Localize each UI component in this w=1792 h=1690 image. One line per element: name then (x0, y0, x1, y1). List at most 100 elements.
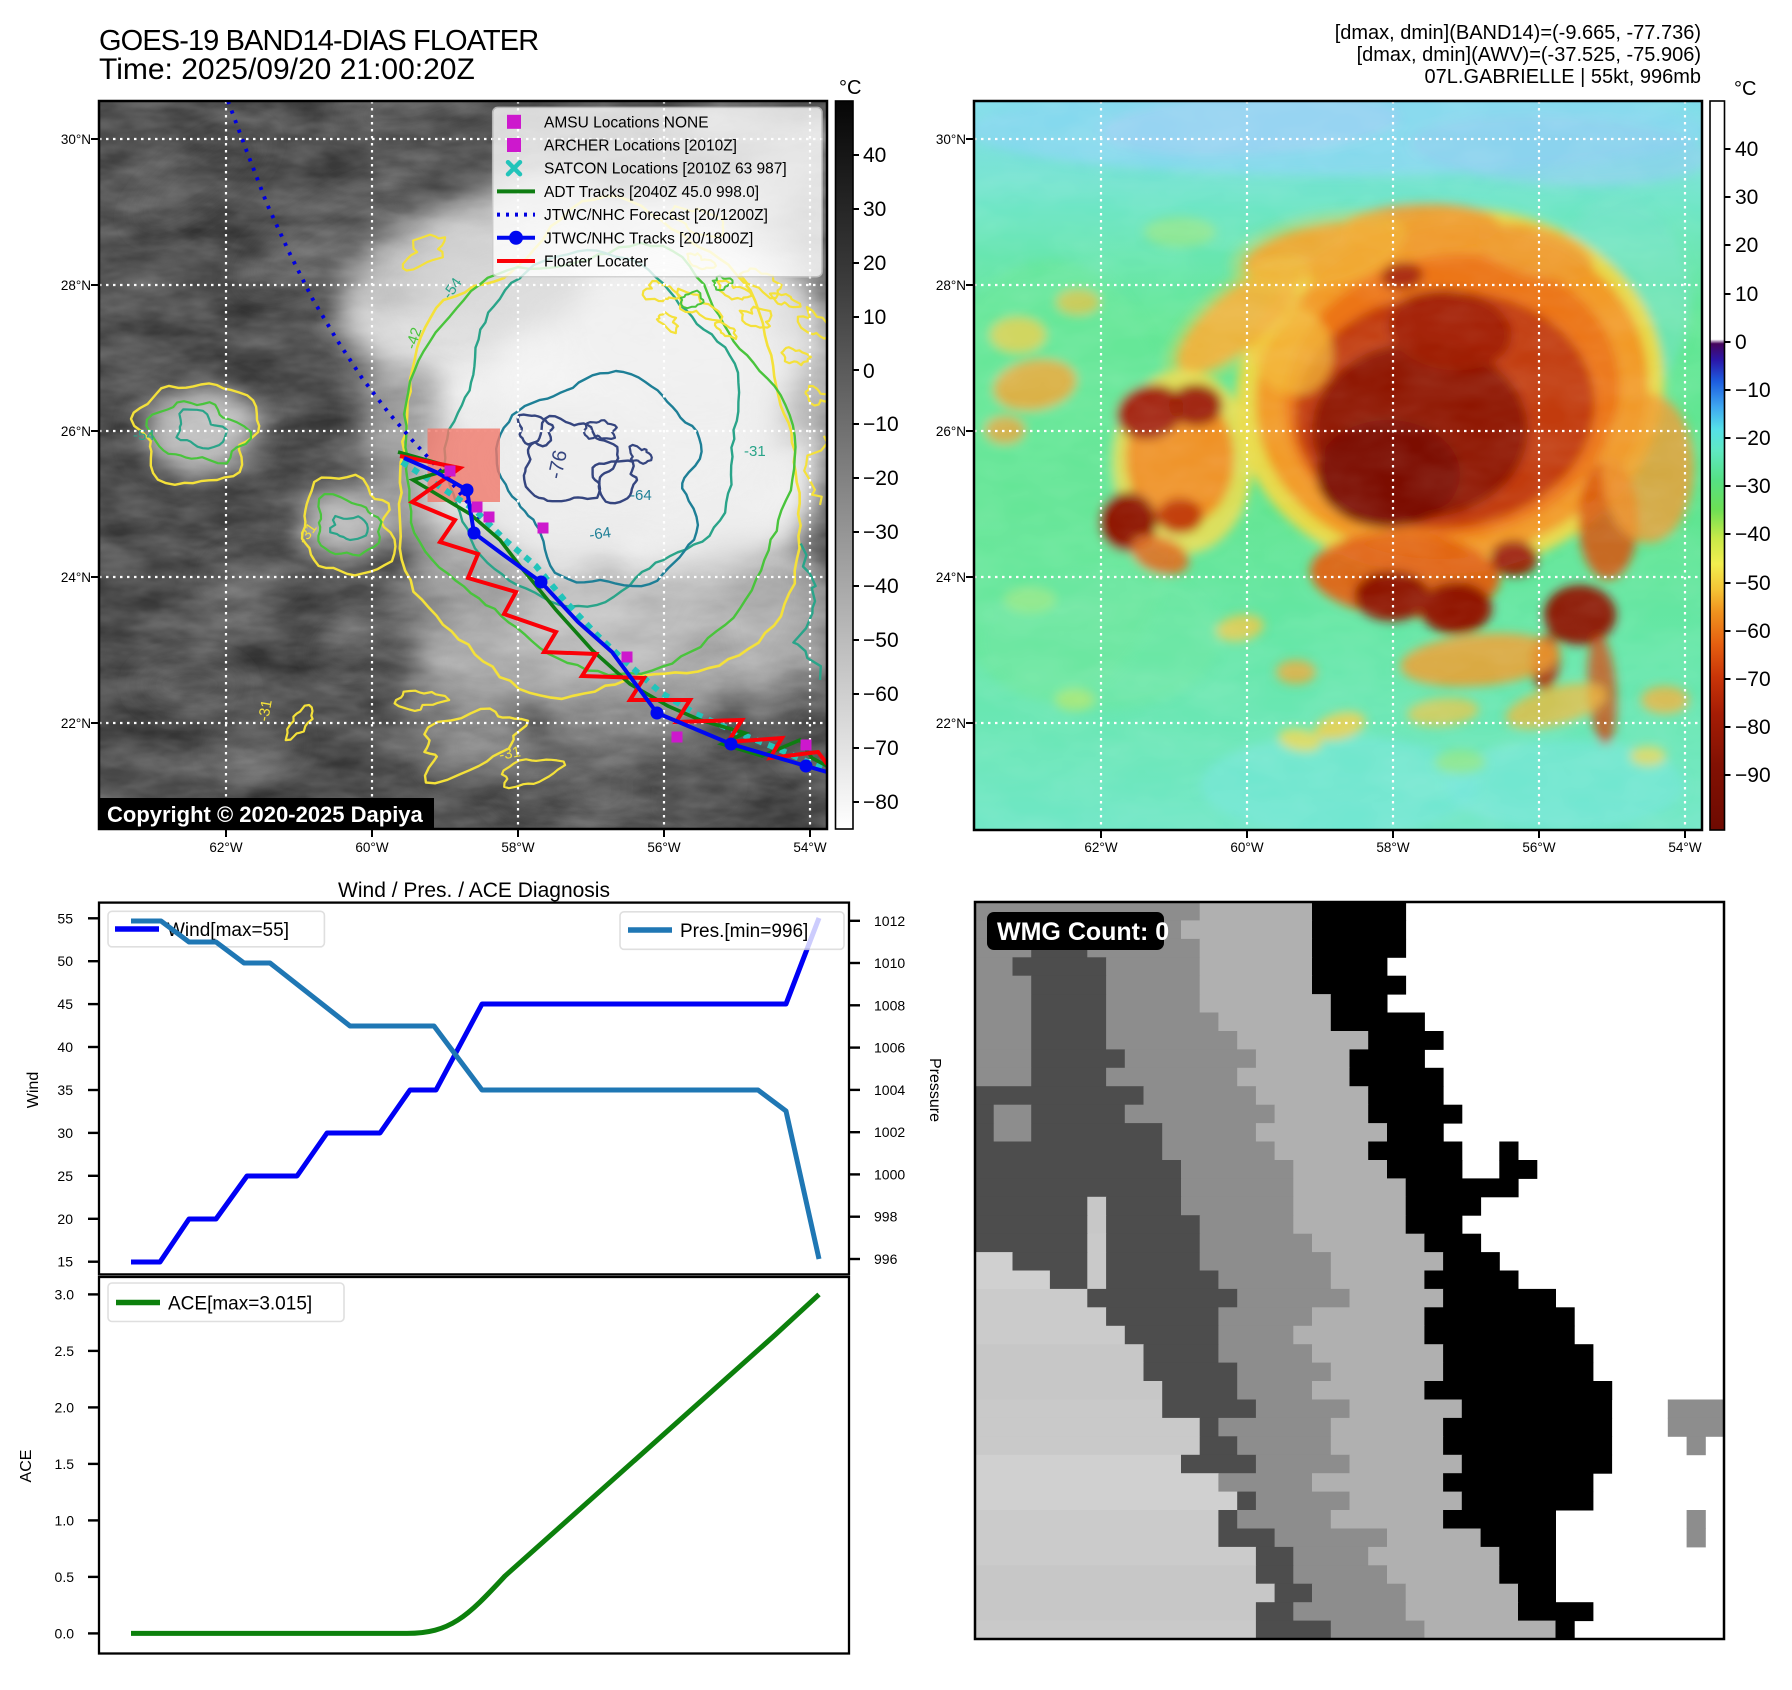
svg-text:56°W: 56°W (1522, 840, 1555, 855)
svg-text:ACE: ACE (18, 1450, 35, 1483)
svg-text:−60: −60 (863, 683, 899, 706)
svg-text:24°N: 24°N (936, 570, 966, 585)
svg-text:°C: °C (839, 77, 861, 99)
svg-text:30: 30 (863, 198, 886, 221)
svg-text:58°W: 58°W (1376, 840, 1409, 855)
svg-text:24°N: 24°N (61, 570, 91, 585)
svg-text:−20: −20 (1735, 427, 1771, 450)
svg-text:62°W: 62°W (1084, 840, 1117, 855)
svg-text:°C: °C (1734, 78, 1756, 100)
svg-text:22°N: 22°N (936, 716, 966, 731)
svg-text:20: 20 (57, 1211, 73, 1227)
svg-text:2.5: 2.5 (55, 1343, 75, 1359)
svg-text:1002: 1002 (874, 1124, 905, 1140)
svg-text:-64: -64 (630, 487, 652, 504)
svg-text:996: 996 (874, 1251, 898, 1267)
svg-text:3.0: 3.0 (55, 1286, 75, 1302)
svg-text:0: 0 (1735, 331, 1747, 354)
svg-text:40: 40 (57, 1039, 73, 1055)
svg-text:Wind[max=55]: Wind[max=55] (167, 920, 289, 941)
svg-text:[dmax, dmin](AWV)=(-37.525, -7: [dmax, dmin](AWV)=(-37.525, -75.906) (1357, 44, 1701, 66)
svg-text:−60: −60 (1735, 620, 1771, 643)
svg-text:56°W: 56°W (647, 840, 680, 855)
svg-text:−80: −80 (863, 791, 899, 814)
svg-text:45: 45 (57, 996, 73, 1012)
svg-text:JTWC/NHC Forecast [20/1200Z]: JTWC/NHC Forecast [20/1200Z] (544, 207, 768, 224)
svg-text:30: 30 (1735, 186, 1758, 209)
svg-text:22°N: 22°N (61, 716, 91, 731)
svg-text:ARCHER Locations [2010Z]: ARCHER Locations [2010Z] (544, 138, 737, 155)
svg-text:−30: −30 (863, 521, 899, 544)
svg-text:20: 20 (863, 252, 886, 275)
svg-text:-64: -64 (588, 524, 612, 544)
svg-text:Pres.[min=996]: Pres.[min=996] (680, 921, 808, 942)
svg-text:0.5: 0.5 (55, 1569, 75, 1585)
svg-text:25: 25 (57, 1168, 73, 1184)
svg-text:AMSU Locations NONE: AMSU Locations NONE (544, 114, 709, 131)
svg-text:Copyright © 2020-2025 Dapiya: Copyright © 2020-2025 Dapiya (107, 802, 424, 827)
svg-text:26°N: 26°N (61, 424, 91, 439)
svg-text:30°N: 30°N (936, 132, 966, 147)
svg-text:[dmax, dmin](BAND14)=(-9.665,: [dmax, dmin](BAND14)=(-9.665, -77.736) (1335, 22, 1701, 44)
svg-text:28°N: 28°N (936, 278, 966, 293)
svg-text:1004: 1004 (874, 1082, 905, 1098)
svg-text:30: 30 (57, 1125, 73, 1141)
svg-text:Wind / Pres. / ACE Diagnosis: Wind / Pres. / ACE Diagnosis (338, 879, 610, 902)
svg-text:30°N: 30°N (61, 132, 91, 147)
svg-text:10: 10 (863, 306, 886, 329)
svg-text:Pressure: Pressure (926, 1058, 943, 1122)
svg-text:ACE[max=3.015]: ACE[max=3.015] (168, 1294, 312, 1315)
svg-text:-31: -31 (744, 443, 766, 460)
svg-text:Time: 2025/09/20 21:00:20Z: Time: 2025/09/20 21:00:20Z (99, 53, 475, 86)
svg-text:62°W: 62°W (209, 840, 242, 855)
svg-text:JTWC/NHC Tracks [20/1800Z]: JTWC/NHC Tracks [20/1800Z] (544, 230, 753, 247)
svg-text:−20: −20 (863, 467, 899, 490)
svg-text:26°N: 26°N (936, 424, 966, 439)
svg-text:−40: −40 (863, 575, 899, 598)
svg-text:54°W: 54°W (793, 840, 826, 855)
svg-text:-42: -42 (403, 325, 426, 351)
svg-text:Floater Locater: Floater Locater (544, 254, 648, 271)
svg-text:1000: 1000 (874, 1166, 905, 1182)
svg-text:58°W: 58°W (501, 840, 534, 855)
svg-text:−80: −80 (1735, 716, 1771, 739)
svg-text:−50: −50 (863, 629, 899, 652)
svg-text:Wind: Wind (25, 1072, 42, 1108)
svg-text:28°N: 28°N (61, 278, 91, 293)
svg-text:40: 40 (863, 144, 886, 167)
svg-text:WMG Count: 0: WMG Count: 0 (997, 918, 1169, 946)
svg-text:2.0: 2.0 (55, 1399, 75, 1415)
svg-text:1010: 1010 (874, 955, 905, 971)
svg-text:−40: −40 (1735, 523, 1771, 546)
svg-text:55: 55 (57, 910, 73, 926)
svg-text:1006: 1006 (874, 1040, 905, 1056)
svg-text:-54: -54 (133, 427, 155, 444)
svg-text:−10: −10 (1735, 379, 1771, 402)
svg-text:40: 40 (1735, 138, 1758, 161)
svg-text:−70: −70 (863, 737, 899, 760)
svg-text:SATCON Locations [2010Z 63 987: SATCON Locations [2010Z 63 987] (544, 161, 787, 178)
svg-text:ADT Tracks [2040Z 45.0 998.0]: ADT Tracks [2040Z 45.0 998.0] (544, 184, 759, 201)
svg-text:-31: -31 (255, 698, 276, 722)
svg-text:-31: -31 (498, 743, 522, 764)
svg-text:−70: −70 (1735, 668, 1771, 691)
svg-text:998: 998 (874, 1209, 898, 1225)
svg-text:35: 35 (57, 1082, 73, 1098)
svg-text:1008: 1008 (874, 997, 905, 1013)
svg-text:1.5: 1.5 (55, 1456, 75, 1472)
svg-text:1012: 1012 (874, 913, 905, 929)
svg-text:60°W: 60°W (355, 840, 388, 855)
svg-text:15: 15 (57, 1254, 73, 1270)
svg-text:−90: −90 (1735, 764, 1771, 787)
svg-text:07L.GABRIELLE | 55kt, 996mb: 07L.GABRIELLE | 55kt, 996mb (1425, 66, 1701, 88)
svg-text:60°W: 60°W (1230, 840, 1263, 855)
svg-text:0: 0 (863, 360, 875, 383)
svg-text:0.0: 0.0 (55, 1625, 75, 1641)
svg-text:10: 10 (1735, 283, 1758, 306)
svg-text:−30: −30 (1735, 475, 1771, 498)
svg-text:1.0: 1.0 (55, 1512, 75, 1528)
svg-text:50: 50 (57, 953, 73, 969)
svg-text:54°W: 54°W (1668, 840, 1701, 855)
svg-text:−10: −10 (863, 413, 899, 436)
svg-text:−50: −50 (1735, 572, 1771, 595)
